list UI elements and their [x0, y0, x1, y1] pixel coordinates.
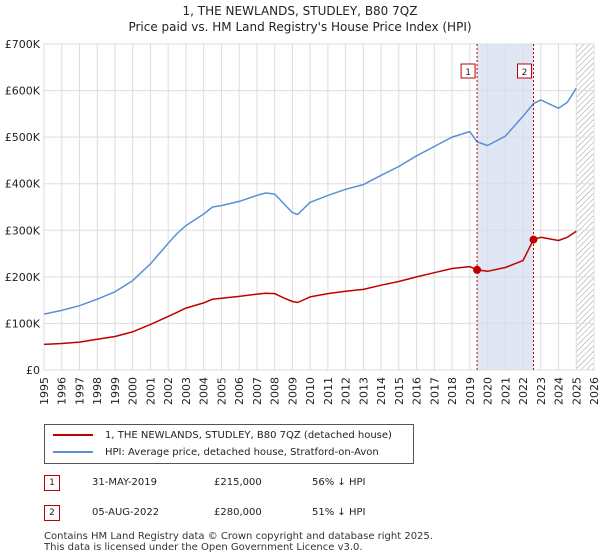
legend-label-property: 1, THE NEWLANDS, STUDLEY, B80 7QZ (detac…	[105, 429, 392, 441]
x-tick-label: 2023	[535, 377, 548, 405]
legend-label-hpi: HPI: Average price, detached house, Stra…	[105, 446, 379, 458]
y-tick-label: £400K	[5, 178, 41, 191]
y-tick-label: £600K	[5, 85, 41, 98]
x-tick-label: 2019	[464, 377, 477, 405]
annotation-label: 2	[522, 68, 528, 78]
x-tick-label: 2017	[428, 377, 441, 405]
x-tick-label: 2026	[588, 377, 600, 405]
transaction-price: £215,000	[214, 477, 262, 488]
x-tick-label: 2022	[517, 377, 530, 405]
footer: Contains HM Land Registry data © Crown c…	[44, 531, 433, 553]
x-tick-label: 2007	[251, 377, 264, 405]
chart-subtitle: Price paid vs. HM Land Registry's House …	[128, 20, 472, 34]
footer-copyright: Contains HM Land Registry data © Crown c…	[44, 531, 433, 542]
x-tick-label: 2020	[482, 377, 495, 405]
x-tick-label: 2010	[304, 377, 317, 405]
x-tick-label: 2005	[215, 377, 228, 405]
x-tick-label: 1998	[91, 377, 104, 405]
legend-item-hpi: HPI: Average price, detached house, Stra…	[53, 444, 379, 460]
x-tick-label: 2018	[446, 377, 459, 405]
forecast-hatch	[576, 44, 594, 370]
legend: 1, THE NEWLANDS, STUDLEY, B80 7QZ (detac…	[44, 424, 414, 464]
y-tick-label: £700K	[5, 38, 41, 51]
x-tick-label: 2015	[393, 377, 406, 405]
y-tick-label: £300K	[5, 224, 41, 237]
transaction-badge: 1	[44, 475, 60, 491]
x-tick-label: 2006	[233, 377, 246, 405]
transaction-hpi-diff: 56% ↓ HPI	[312, 477, 366, 488]
x-tick-label: 2002	[162, 377, 175, 405]
x-tick-label: 2004	[198, 377, 211, 405]
annotation-badge	[517, 63, 532, 79]
property-price-line	[43, 230, 577, 346]
y-tick-label: £100K	[5, 317, 41, 330]
transaction-badge: 2	[44, 505, 60, 521]
x-tick-label: 2003	[180, 377, 193, 405]
transaction-hpi-diff: 51% ↓ HPI	[312, 507, 366, 518]
x-tick-label: 1999	[109, 377, 122, 405]
y-tick-label: £500K	[5, 131, 41, 144]
transaction-price: £280,000	[214, 507, 262, 518]
x-tick-label: 1995	[38, 377, 51, 405]
x-tick-label: 2008	[269, 377, 282, 405]
x-tick-label: 2014	[375, 377, 388, 405]
hpi-line	[43, 87, 577, 315]
price-chart: £0 £100K £200K £300K £400K £500K £600K £700K 199…	[5, 38, 600, 405]
sale-point	[473, 265, 482, 274]
x-tick-label: 2012	[340, 377, 353, 405]
annotation-label: 1	[465, 68, 471, 78]
chart-title: 1, THE NEWLANDS, STUDLEY, B80 7QZ	[182, 4, 418, 18]
x-tick-label: 2024	[553, 377, 566, 405]
x-tick-label: 2001	[144, 377, 157, 405]
x-tick-label: 2009	[286, 377, 299, 405]
footer-licence: This data is licensed under the Open Gov…	[44, 542, 363, 553]
y-tick-label: £0	[26, 364, 40, 377]
annotation-badge	[460, 63, 476, 79]
legend-red-swatch	[53, 434, 93, 436]
x-tick-label: 2011	[322, 377, 335, 405]
transaction-date: 31-MAY-2019	[92, 477, 158, 488]
legend-item-property: 1, THE NEWLANDS, STUDLEY, B80 7QZ (detac…	[53, 427, 392, 443]
sale-point	[529, 235, 538, 244]
x-tick-label: 2016	[411, 377, 424, 405]
x-tick-label: 1996	[56, 377, 69, 405]
x-tick-label: 2000	[127, 377, 140, 405]
y-tick-label: £200K	[5, 271, 41, 284]
x-tick-label: 2013	[357, 377, 370, 405]
x-tick-label: 1997	[73, 377, 86, 405]
x-tick-label: 2025	[570, 377, 583, 405]
x-tick-label: 2021	[499, 377, 512, 405]
legend-blue-swatch	[53, 451, 93, 453]
transaction-date: 05-AUG-2022	[92, 507, 160, 518]
